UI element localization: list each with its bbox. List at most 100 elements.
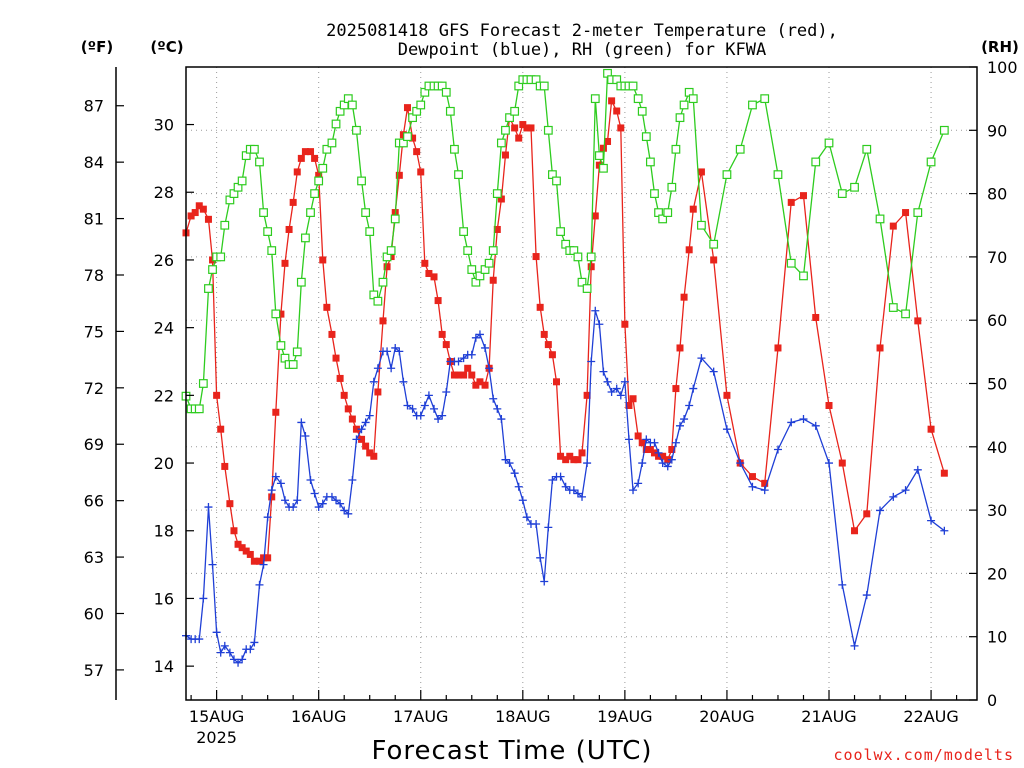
temperature-point: [332, 354, 340, 362]
dewpoint-point: [301, 431, 310, 440]
dewpoint-point: [234, 658, 243, 667]
temperature-point: [434, 297, 442, 305]
temperature-point: [548, 351, 556, 359]
dewpoint-point: [540, 577, 549, 586]
temperature-point: [574, 456, 582, 464]
temperature-point: [425, 269, 433, 277]
rh-point: [322, 144, 332, 154]
temperature-point: [293, 168, 301, 176]
temperature-point: [277, 310, 285, 318]
dewpoint-point: [876, 506, 885, 515]
dewpoint-point: [658, 459, 667, 468]
celsius-tick-label: 30: [154, 116, 174, 135]
dewpoint-point: [536, 553, 545, 562]
dewpoint-point: [940, 526, 949, 535]
rh-point: [259, 208, 268, 217]
rh-point: [645, 157, 655, 167]
rh-point: [198, 379, 208, 388]
temperature-point: [421, 259, 429, 267]
dewpoint-point: [685, 401, 694, 410]
temperature-point: [221, 462, 229, 470]
temperature-point: [204, 215, 212, 223]
temperature-point: [672, 385, 680, 393]
dewpoint-point: [395, 347, 404, 356]
dewpoint-point: [365, 411, 374, 420]
dewpoint-point: [352, 435, 361, 444]
dewpoint-point: [467, 350, 476, 359]
temperature-point: [481, 381, 489, 389]
rh-point: [310, 189, 320, 199]
celsius-tick-label: 20: [154, 454, 174, 473]
temperature-point: [676, 344, 684, 352]
dewpoint-point: [344, 509, 353, 518]
rh-point: [459, 227, 469, 236]
rh-point: [220, 220, 230, 230]
dewpoint-point: [663, 462, 672, 471]
rh-point: [267, 246, 277, 255]
temperature-point: [625, 402, 633, 410]
temperature-point: [468, 371, 476, 379]
temperature-point: [450, 371, 458, 379]
dewpoint-point: [250, 638, 259, 647]
dewpoint-point: [276, 479, 285, 488]
dewpoint-point: [634, 479, 643, 488]
dewpoint-point: [408, 404, 417, 413]
rh-point: [352, 125, 361, 135]
rh-point: [650, 189, 659, 199]
credit-text: coolwx.com/modelts: [833, 746, 1014, 764]
temperature-point: [323, 303, 331, 311]
temperature-point: [540, 330, 548, 338]
rh-point: [501, 125, 510, 135]
temperature-point: [413, 148, 421, 156]
temperature-point: [297, 154, 305, 162]
x-tick-label: 21AUG: [801, 707, 856, 726]
rh-tick-label: 0: [987, 691, 997, 710]
dewpoint-point: [838, 580, 847, 589]
rh-point: [543, 125, 553, 135]
rh-tick-label: 90: [987, 121, 1007, 140]
temperature-point: [476, 378, 484, 386]
rh-point: [301, 233, 310, 243]
rh-point: [306, 208, 315, 217]
rh-point: [697, 220, 706, 230]
x-tick-sublabel: 2025: [196, 728, 237, 747]
celsius-tick-label: 22: [154, 386, 174, 405]
rh-point: [390, 214, 400, 224]
temperature-point: [629, 395, 637, 403]
dewpoint-point: [306, 475, 315, 484]
rh-point: [416, 100, 426, 110]
rh-tick-label: 40: [987, 438, 1007, 457]
dewpoint-point: [620, 377, 629, 386]
rh-point: [318, 163, 328, 173]
dewpoint-point: [591, 306, 600, 315]
temperature-point: [379, 317, 387, 325]
temperature-point: [438, 330, 446, 338]
rh-point: [628, 81, 638, 91]
temperature-point: [927, 425, 935, 433]
temperature-point: [723, 391, 731, 399]
dewpoint-point: [442, 387, 451, 396]
rh-point: [441, 87, 451, 97]
temperature-point: [442, 341, 450, 349]
temperature-point: [289, 198, 297, 206]
dewpoint-point: [548, 475, 557, 484]
rh-point: [913, 208, 923, 217]
rh-point: [263, 227, 273, 236]
temperature-point: [642, 446, 650, 454]
rh-point: [773, 170, 783, 180]
x-tick-label: 16AUG: [291, 707, 346, 726]
rh-point: [875, 214, 885, 224]
temperature-point: [497, 195, 505, 203]
temperature-point: [638, 439, 646, 447]
temperature-point: [242, 547, 250, 555]
temperature-point: [799, 192, 807, 200]
rh-point: [824, 138, 834, 148]
fahrenheit-tick-label: 75: [84, 322, 104, 341]
rh-point: [679, 100, 689, 110]
dewpoint-point: [901, 486, 910, 495]
rh-point: [582, 284, 592, 293]
dewpoint-point: [281, 496, 290, 505]
dewpoint-point: [259, 560, 268, 569]
temperature-point: [336, 374, 344, 382]
dewpoint-point: [475, 330, 484, 339]
